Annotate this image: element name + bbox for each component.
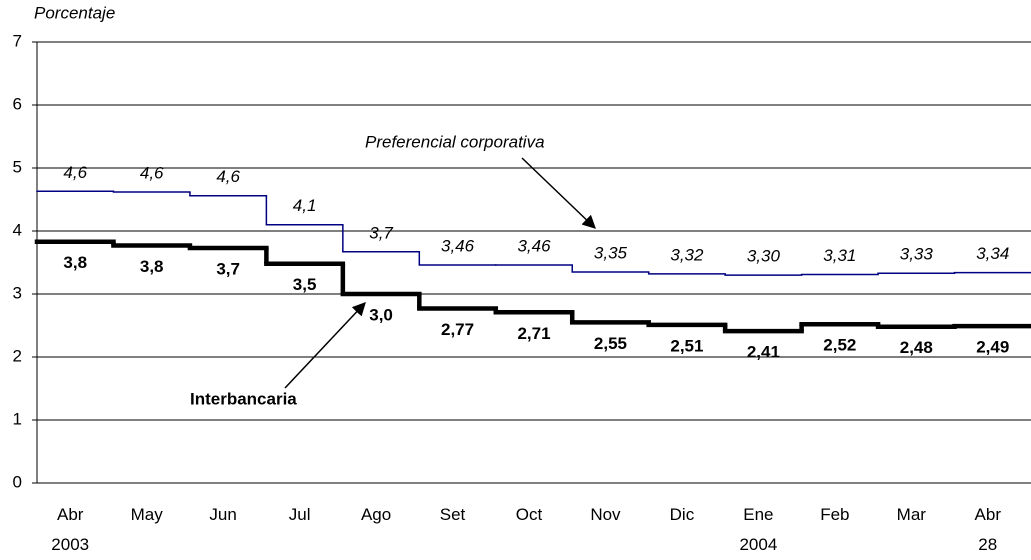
data-label: 3,34 <box>976 244 1009 263</box>
x-tick-label: Abr 2003 <box>51 505 90 554</box>
x-tick-label: Ago <box>360 505 392 524</box>
data-label: 3,46 <box>517 237 551 256</box>
y-tick-label: 7 <box>13 31 22 50</box>
data-label: 3,8 <box>63 253 87 272</box>
data-label: 3,35 <box>594 243 628 262</box>
data-label: 3,8 <box>140 257 164 276</box>
x-tick-label: Feb <box>820 505 850 524</box>
x-tick-label: Abr 28 <box>974 505 1001 554</box>
data-label: 3,46 <box>441 237 475 256</box>
data-label: 4,6 <box>140 163 164 182</box>
data-label: 4,6 <box>216 167 240 186</box>
y-tick-label: 5 <box>13 157 22 176</box>
data-label: 4,6 <box>63 163 87 182</box>
data-label: 3,31 <box>823 246 856 265</box>
x-tick-label: Dic <box>669 505 695 524</box>
data-label: 2,41 <box>747 343 780 362</box>
data-label: 3,7 <box>216 259 240 278</box>
x-tick-label: Ene 2004 <box>739 505 778 554</box>
data-label: 3,5 <box>293 275 317 294</box>
x-tick-label: Oct <box>515 505 543 524</box>
data-label: 3,7 <box>369 223 393 242</box>
annotation: Preferencial corporativa <box>365 132 545 151</box>
x-tick-label: Set <box>439 505 466 524</box>
data-label: 2,52 <box>823 336 856 355</box>
data-label: 2,77 <box>441 320 474 339</box>
x-tick-label: Jul <box>288 505 311 524</box>
data-label: 2,48 <box>900 338 933 357</box>
y-tick-label: 2 <box>13 346 22 365</box>
x-tick-label: Jun <box>209 505 237 524</box>
x-tick-label: Nov <box>590 505 621 524</box>
annotation-arrow <box>521 157 596 229</box>
data-label: 3,32 <box>670 245 704 264</box>
x-tick-label: Mar <box>896 505 926 524</box>
y-tick-label: 3 <box>13 283 22 302</box>
y-tick-label: 1 <box>13 409 22 428</box>
y-axis-label: Porcentaje <box>34 3 115 22</box>
data-label: 2,55 <box>594 334 627 353</box>
x-tick-label: May <box>130 505 163 524</box>
data-label: 2,51 <box>670 336 703 355</box>
data-label: 2,49 <box>976 338 1009 357</box>
data-label: 3,30 <box>747 247 781 266</box>
annotation-arrow <box>284 302 366 389</box>
y-tick-label: 6 <box>13 94 22 113</box>
data-label: 3,33 <box>900 245 934 264</box>
data-label: 4,1 <box>293 196 317 215</box>
y-tick-label: 4 <box>13 220 22 239</box>
y-tick-label: 0 <box>13 472 22 491</box>
data-label: 2,71 <box>517 324 550 343</box>
annotation: Interbancaria <box>190 389 297 408</box>
data-label: 3,0 <box>369 305 393 324</box>
